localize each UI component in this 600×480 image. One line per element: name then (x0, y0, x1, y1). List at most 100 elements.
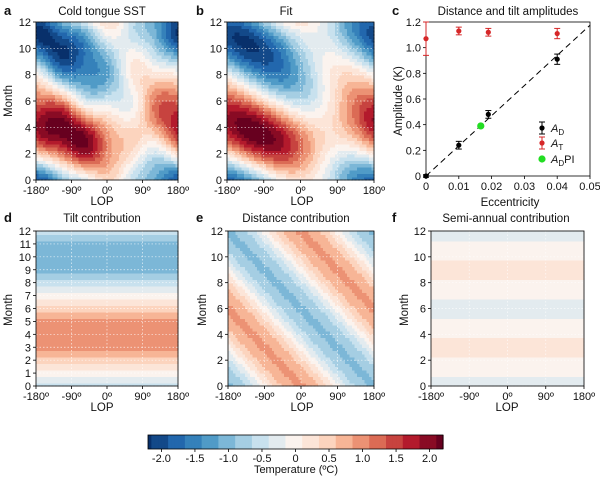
heatmap-cell (227, 94, 231, 99)
heatmap-cell (151, 91, 155, 96)
heatmap-cell (241, 163, 245, 168)
heatmap-cell (66, 101, 70, 105)
heatmap-cell (40, 150, 44, 155)
heatmap-cell (95, 94, 99, 99)
heatmap-cell (128, 51, 132, 56)
heatmap-cell (76, 38, 80, 43)
heatmap-cell (154, 87, 158, 92)
heatmap-cell (102, 143, 106, 148)
heatmap-cell (246, 170, 250, 175)
heatmap-cell (137, 110, 141, 115)
heatmap-cell (239, 48, 243, 53)
heatmap-cell (62, 45, 65, 49)
heatmap-cell (263, 176, 267, 181)
heatmap-cell (227, 133, 231, 138)
heatmap-cell (173, 166, 177, 171)
heatmap-cell (118, 101, 122, 105)
heatmap-cell (159, 61, 163, 66)
heatmap-cell (97, 130, 101, 135)
heatmap-cell (154, 97, 158, 102)
heatmap-cell (123, 31, 127, 36)
heatmap-cell (36, 173, 39, 178)
heatmap-cell (111, 91, 115, 96)
heatmap-cell (80, 156, 84, 161)
heatmap-cell (95, 110, 99, 115)
heatmap-cell (144, 31, 148, 36)
heatmap-cell (85, 110, 89, 115)
heatmap-cell (92, 31, 96, 36)
heatmap-cell (107, 166, 110, 171)
heatmap-cell (76, 107, 80, 112)
heatmap-cell (241, 104, 245, 109)
heatmap-cell (234, 153, 238, 158)
heatmap-cell (102, 124, 106, 128)
heatmap-cell (159, 170, 163, 175)
heatmap-cell (244, 84, 248, 89)
heatmap-cell (144, 124, 148, 128)
heatmap-cell (175, 153, 179, 158)
heatmap-cell (97, 104, 101, 109)
heatmap-cell (244, 124, 248, 128)
heatmap-cell (102, 163, 106, 168)
heatmap-cell (163, 41, 167, 46)
heatmap-cell (78, 127, 82, 132)
heatmap-cell (97, 41, 101, 46)
heatmap-cell (173, 114, 177, 119)
heatmap-cell (118, 133, 122, 138)
heatmap-cell (116, 87, 120, 92)
heatmap-cell (88, 160, 92, 165)
heatmap-cell (161, 130, 165, 135)
heatmap-cell (111, 120, 115, 125)
heatmap-cell (256, 45, 260, 49)
heatmap-cell (173, 35, 177, 40)
heatmap-cell (123, 68, 127, 72)
heatmap-cell (261, 25, 265, 30)
heatmap-cell (263, 173, 267, 178)
heatmap-cell (118, 147, 122, 151)
heatmap-cell (45, 114, 49, 119)
heatmap-cell (166, 71, 170, 76)
heatmap-cell (170, 51, 174, 56)
heatmap-cell (128, 124, 132, 128)
heatmap-cell (118, 163, 122, 168)
heatmap-cell (43, 22, 47, 26)
heatmap-cell (135, 150, 139, 155)
heatmap-cell (62, 51, 65, 56)
heatmap-cell (128, 101, 132, 105)
heatmap-cell (168, 107, 172, 112)
heatmap-cell (251, 114, 255, 119)
heatmap-cell (83, 163, 87, 168)
heatmap-cell (142, 130, 146, 135)
heatmap-cell (116, 117, 120, 122)
heatmap-cell (159, 71, 163, 76)
heatmap-cell (135, 163, 139, 168)
heatmap-cell (69, 77, 73, 82)
heatmap-cell (85, 68, 89, 72)
heatmap-cell (116, 124, 120, 128)
heatmap-cell (66, 124, 70, 128)
heatmap-cell (123, 41, 127, 46)
heatmap-cell (161, 173, 165, 178)
heatmap-cell (137, 133, 141, 138)
heatmap-cell (173, 28, 177, 33)
heatmap-cell (227, 71, 231, 76)
heatmap-cell (251, 87, 255, 92)
heatmap-cell (137, 147, 141, 151)
heatmap-cell (234, 173, 238, 178)
heatmap-cell (92, 45, 96, 49)
heatmap-cell (133, 41, 136, 46)
heatmap-cell (156, 22, 160, 26)
heatmap-cell (151, 173, 155, 178)
heatmap-cell (163, 28, 167, 33)
heatmap-cell (52, 84, 56, 89)
heatmap-cell (47, 94, 51, 99)
heatmap-cell (125, 38, 129, 43)
heatmap-cell (149, 61, 153, 66)
heatmap-cell (50, 160, 54, 165)
heatmap-cell (156, 28, 160, 33)
heatmap-cell (38, 140, 42, 145)
heatmap-cell (173, 156, 177, 161)
heatmap-cell (88, 58, 92, 63)
heatmap-cell (47, 74, 51, 79)
heatmap-cell (144, 38, 148, 43)
